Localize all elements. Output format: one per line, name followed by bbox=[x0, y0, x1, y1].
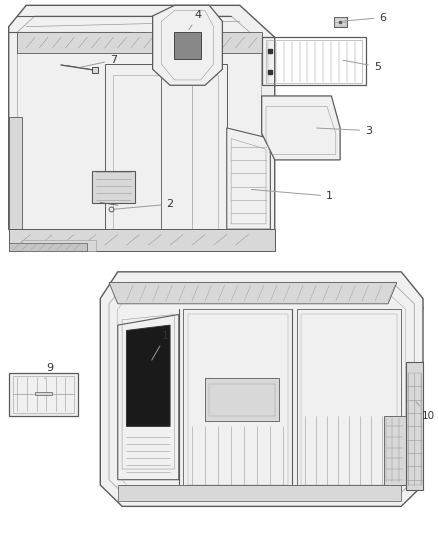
Polygon shape bbox=[9, 117, 22, 229]
Polygon shape bbox=[118, 485, 401, 501]
Polygon shape bbox=[18, 32, 261, 53]
Polygon shape bbox=[9, 243, 87, 251]
Polygon shape bbox=[9, 373, 78, 416]
Polygon shape bbox=[92, 67, 98, 73]
Text: 1: 1 bbox=[251, 189, 333, 201]
Text: 6: 6 bbox=[343, 13, 386, 22]
Text: 5: 5 bbox=[343, 60, 381, 71]
Polygon shape bbox=[334, 17, 347, 27]
Text: 9: 9 bbox=[45, 363, 54, 378]
Polygon shape bbox=[109, 282, 397, 304]
Polygon shape bbox=[174, 32, 201, 59]
Polygon shape bbox=[100, 272, 423, 506]
Polygon shape bbox=[297, 309, 401, 490]
Text: 4: 4 bbox=[189, 10, 202, 30]
Text: 3: 3 bbox=[317, 126, 372, 135]
Polygon shape bbox=[152, 5, 223, 85]
Text: 10: 10 bbox=[416, 402, 435, 421]
Polygon shape bbox=[118, 314, 179, 480]
Polygon shape bbox=[9, 5, 275, 251]
Polygon shape bbox=[205, 378, 279, 421]
Text: 1: 1 bbox=[152, 331, 169, 360]
Polygon shape bbox=[22, 240, 96, 251]
Polygon shape bbox=[35, 392, 52, 395]
Polygon shape bbox=[92, 171, 135, 203]
Polygon shape bbox=[384, 416, 406, 485]
Polygon shape bbox=[9, 229, 275, 251]
Text: 7: 7 bbox=[81, 55, 117, 67]
Text: 2: 2 bbox=[114, 199, 173, 209]
Polygon shape bbox=[227, 128, 270, 229]
Polygon shape bbox=[406, 362, 423, 490]
Polygon shape bbox=[183, 309, 292, 490]
Polygon shape bbox=[105, 64, 227, 240]
Polygon shape bbox=[261, 96, 340, 160]
Polygon shape bbox=[127, 325, 170, 426]
